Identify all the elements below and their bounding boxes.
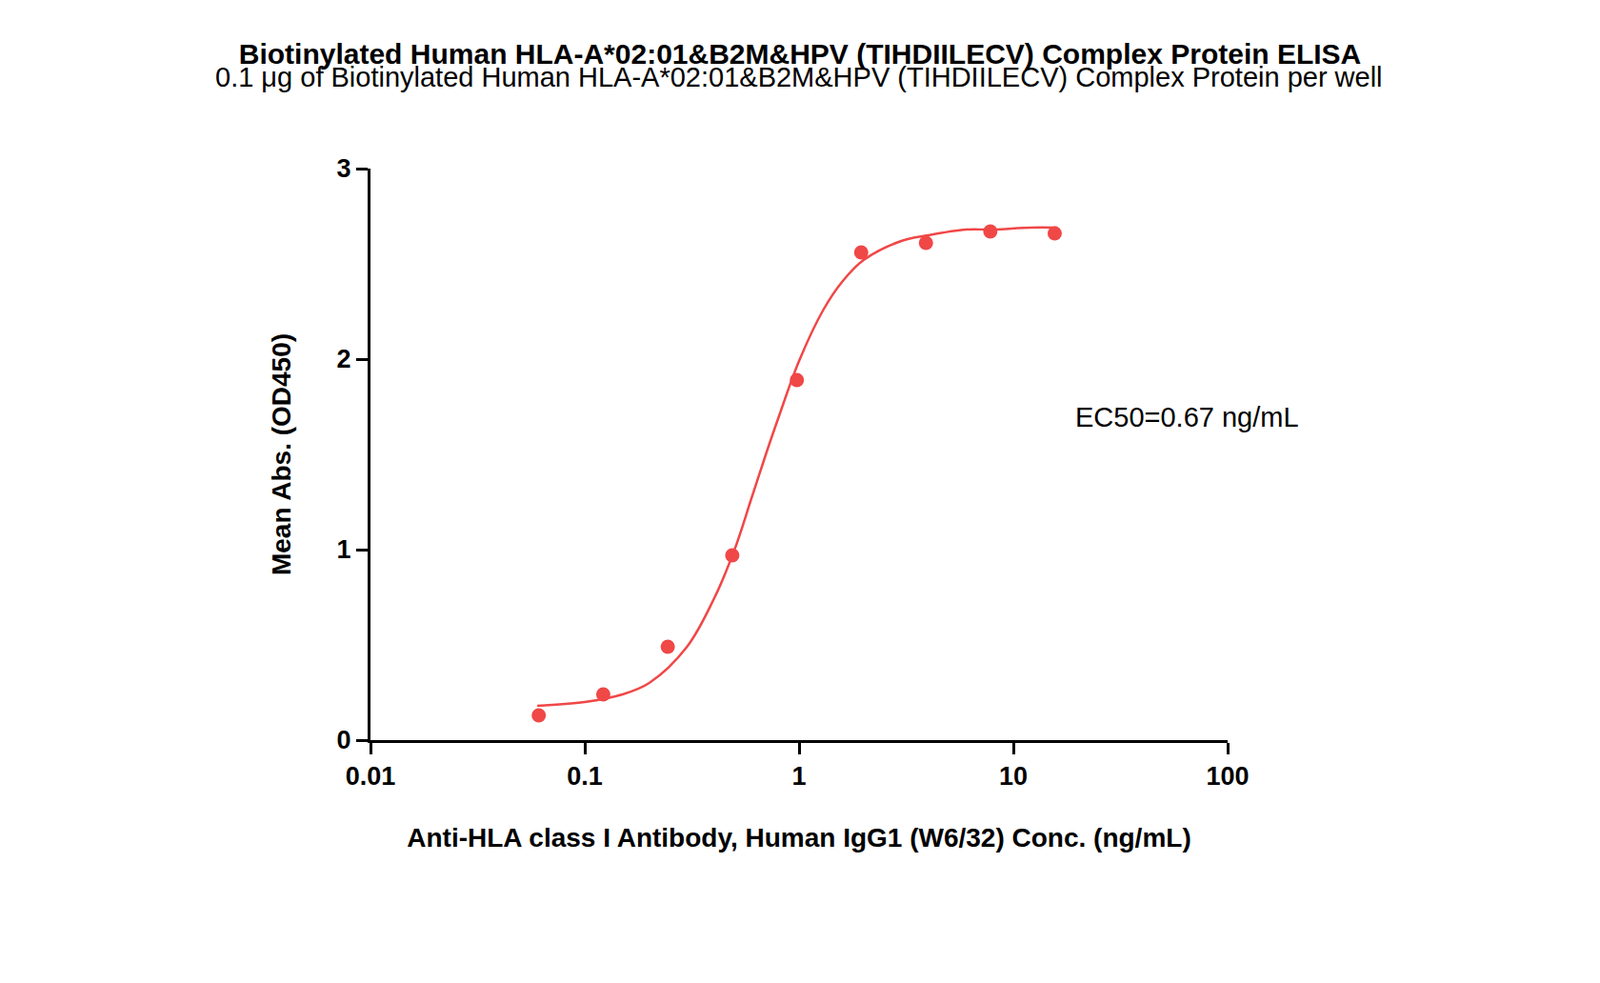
svg-text:1: 1 [337, 535, 352, 564]
svg-text:3: 3 [337, 154, 352, 183]
svg-text:EC50=0.67 ng/mL: EC50=0.67 ng/mL [1075, 401, 1300, 433]
svg-text:Anti-HLA class I Antibody, Hum: Anti-HLA class I Antibody, Human IgG1 (W… [406, 822, 1191, 853]
svg-text:Mean Abs. (OD450): Mean Abs. (OD450) [266, 333, 297, 576]
svg-text:1: 1 [791, 761, 806, 791]
svg-text:2: 2 [337, 344, 352, 374]
svg-text:100: 100 [1205, 761, 1249, 791]
svg-text:0: 0 [337, 725, 352, 755]
svg-text:Biotinylated Human HLA-A*02:01: Biotinylated Human HLA-A*02:01&B2M&HPV (… [239, 38, 1361, 70]
svg-text:0.1 μg of Biotinylated Human H: 0.1 μg of Biotinylated Human HLA-A*02:01… [215, 61, 1383, 93]
svg-text:0.1: 0.1 [566, 761, 603, 791]
svg-text:0.01: 0.01 [345, 761, 397, 791]
svg-text:10: 10 [999, 761, 1028, 791]
